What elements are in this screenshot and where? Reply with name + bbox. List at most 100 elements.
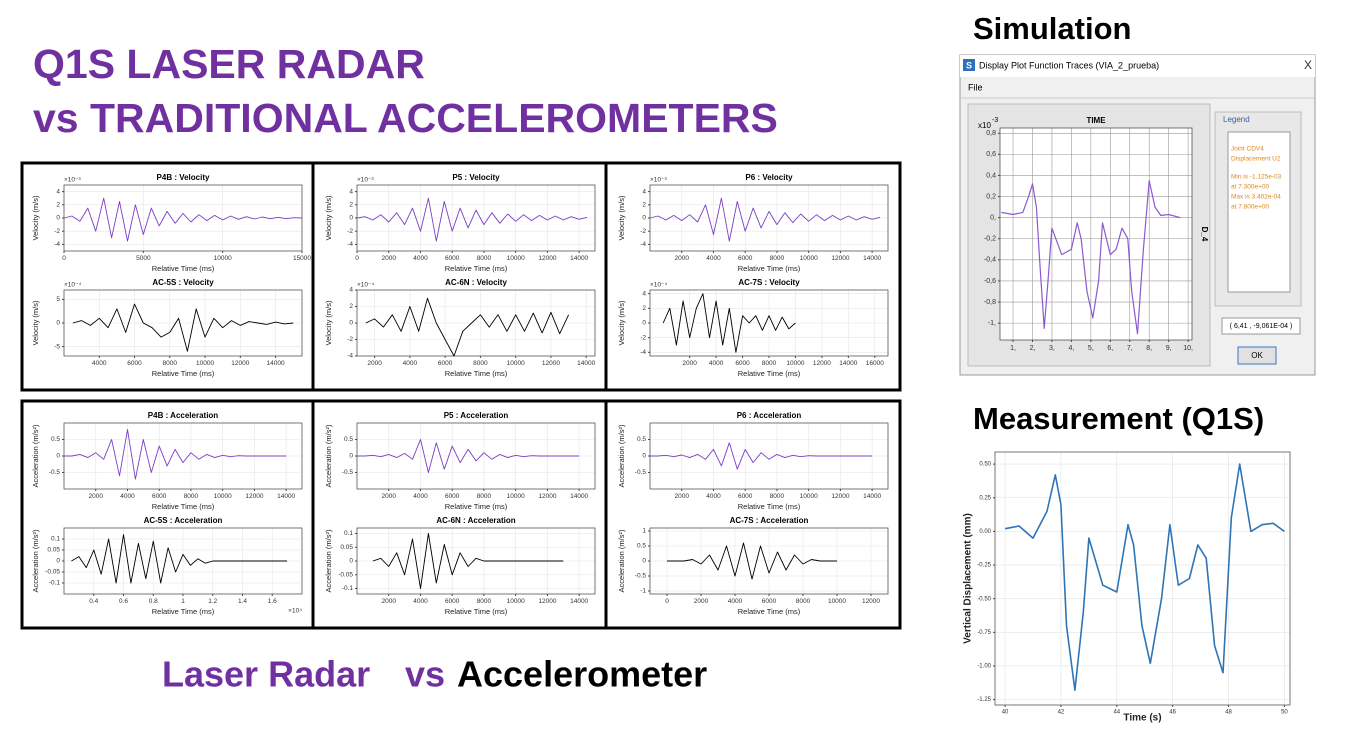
- x-exponent: ×10⁴: [288, 608, 302, 615]
- x-tick-label: 4000: [413, 493, 428, 500]
- y-tick-label: -2: [347, 336, 353, 343]
- y-tick-label: 2: [56, 202, 60, 209]
- y-tick-label: 0.5: [637, 543, 646, 550]
- plot-frame: [356, 527, 596, 595]
- y-tick-label: -4: [54, 241, 60, 248]
- x-tick-label: 6000: [762, 598, 777, 605]
- y-tick-label: -0.05: [45, 569, 60, 576]
- x-tick-label: 2000: [88, 493, 103, 500]
- x-tick-label: 12000: [231, 360, 249, 367]
- x-tick-label: 8,: [1146, 345, 1152, 352]
- plot-frame: [63, 527, 303, 595]
- y-tick-label: -1.25: [977, 697, 991, 703]
- close-button[interactable]: X: [1304, 58, 1312, 72]
- data-line: [365, 297, 570, 357]
- y-tick-label: -0.1: [49, 580, 61, 587]
- x-tick-label: 4,: [1068, 345, 1074, 352]
- y-axis-label: Acceleration (m/s²): [31, 529, 40, 592]
- y-tick-label: -5: [54, 343, 60, 350]
- x-axis-label: Time (s): [1123, 713, 1161, 724]
- chart-title: P6 : Velocity: [745, 173, 793, 182]
- x-axis-label: Relative Time (ms): [738, 264, 801, 273]
- x-axis-label: Relative Time (ms): [445, 264, 508, 273]
- x-axis-label: Relative Time (ms): [152, 502, 215, 511]
- x-tick-label: 6000: [735, 360, 750, 367]
- exponent-label: -3: [992, 117, 998, 124]
- coords-box: [1221, 317, 1301, 335]
- y-tick-label: 0: [642, 453, 646, 460]
- y-exponent: ×10⁻³: [64, 177, 81, 184]
- y-tick-label: -0.5: [635, 573, 647, 580]
- chart-title: AC-7S : Velocity: [738, 278, 800, 287]
- y-tick-label: 0: [349, 215, 353, 222]
- x-tick-label: 2000: [381, 255, 396, 262]
- x-axis-label: Relative Time (ms): [445, 607, 508, 616]
- x-axis-label: Relative Time (ms): [738, 502, 801, 511]
- data-line: [357, 439, 580, 473]
- y-tick-label: -0.5: [342, 469, 354, 476]
- x-tick-label: 8000: [477, 493, 492, 500]
- y-tick-label: 0,: [990, 214, 996, 221]
- x-tick-label: 7,: [1127, 345, 1133, 352]
- x-tick-label: 6000: [152, 493, 167, 500]
- y-tick-label: -0.25: [977, 563, 991, 569]
- x-tick-label: 2000: [694, 598, 709, 605]
- x-tick-label: 1.6: [268, 598, 277, 605]
- menu-item[interactable]: File: [968, 82, 983, 92]
- ok-button-label[interactable]: OK: [1251, 351, 1263, 360]
- y-axis-label: Acceleration (m/s²): [617, 529, 626, 592]
- x-tick-label: 14000: [863, 255, 881, 262]
- section-heading: Simulation: [973, 11, 1131, 46]
- x-tick-label: 4000: [709, 360, 724, 367]
- y-tick-label: 4: [349, 188, 353, 195]
- x-axis-label: Relative Time (ms): [445, 369, 508, 378]
- y-tick-label: 0.05: [340, 544, 353, 551]
- y-tick-label: 0.50: [979, 462, 991, 468]
- x-tick-label: 14000: [277, 493, 295, 500]
- legend-lines: Joint CDV4 Displacement U2 Min is -1.125e-…: [1231, 146, 1282, 211]
- y-tick-label: 4: [642, 290, 646, 297]
- y-axis-label: Acceleration (m/s²): [617, 424, 626, 487]
- ok-button[interactable]: [1237, 346, 1277, 365]
- x-tick-label: 8000: [770, 493, 785, 500]
- y-tick-label: 0.05: [47, 547, 60, 554]
- y-tick-label: 0: [56, 453, 60, 460]
- x-tick-label: 12000: [538, 598, 556, 605]
- data-line: [63, 197, 303, 242]
- x-tick-label: 8000: [473, 360, 488, 367]
- x-tick-label: 1.4: [238, 598, 247, 605]
- chart-title: TIME: [1086, 116, 1106, 125]
- y-tick-label: 4: [349, 287, 353, 294]
- x-tick-label: 50: [1281, 710, 1288, 716]
- y-tick-label: 2: [349, 303, 353, 310]
- data-line: [1004, 463, 1285, 691]
- x-tick-label: 5,: [1088, 345, 1094, 352]
- x-tick-label: 12000: [538, 255, 556, 262]
- x-tick-label: 0: [665, 598, 669, 605]
- legend-line: Max is 3.402e-04: [1231, 194, 1281, 201]
- chart-title: P4B : Acceleration: [148, 411, 219, 420]
- data-line: [667, 542, 837, 580]
- x-tick-label: 5000: [136, 255, 151, 262]
- x-tick-label: 10,: [1183, 345, 1193, 352]
- x-tick-label: 10000: [800, 493, 818, 500]
- data-line: [64, 429, 287, 480]
- x-axis-label: Relative Time (ms): [152, 264, 215, 273]
- section-heading: Measurement (Q1S): [973, 401, 1264, 436]
- data-line: [356, 197, 588, 242]
- exponent-label: x10: [978, 121, 991, 130]
- x-tick-label: 42: [1058, 710, 1065, 716]
- plot-frame: [63, 289, 303, 357]
- x-tick-label: 6000: [738, 255, 753, 262]
- x-tick-label: 14000: [267, 360, 285, 367]
- y-tick-label: 0.00: [979, 529, 991, 535]
- y-axis-label: Acceleration (m/s²): [324, 424, 333, 487]
- y-tick-label: 0.5: [344, 436, 353, 443]
- x-tick-label: 8000: [184, 493, 199, 500]
- y-tick-label: 0.25: [979, 495, 991, 501]
- x-tick-label: 6000: [445, 493, 460, 500]
- x-tick-label: 10000: [507, 598, 525, 605]
- x-tick-label: 46: [1169, 710, 1176, 716]
- title-bar: [960, 55, 1315, 77]
